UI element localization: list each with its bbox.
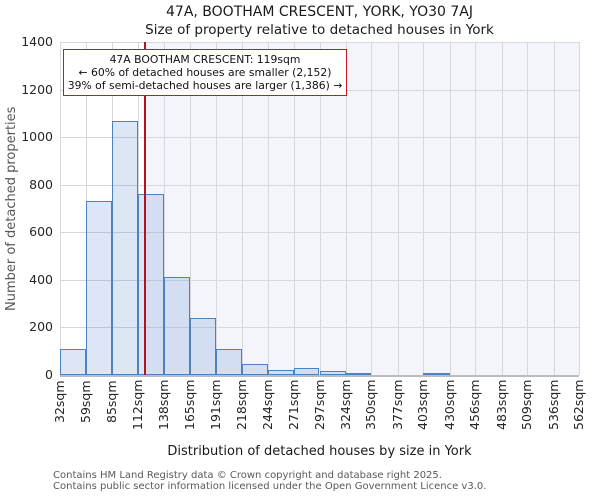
x-tick-label: 191sqm: [207, 380, 223, 431]
y-axis-label: Number of detached properties: [4, 106, 19, 311]
v-gridline: [475, 42, 477, 375]
x-tick-label: 483sqm: [493, 380, 509, 431]
x-tick-label: 32sqm: [52, 380, 67, 423]
x-axis-label: Distribution of detached houses by size …: [167, 444, 472, 459]
y-tick-label: 200: [29, 319, 53, 335]
v-gridline: [423, 42, 425, 375]
v-gridline: [294, 42, 296, 375]
x-tick-label: 377sqm: [389, 380, 405, 431]
y-tick-label: 400: [29, 271, 53, 287]
histogram-bar: [190, 317, 216, 375]
chart-subtitle: Size of property relative to detached ho…: [145, 22, 494, 38]
x-tick-label: 403sqm: [415, 380, 431, 431]
x-axis-line: [60, 375, 579, 377]
histogram-bar: [294, 367, 320, 375]
x-tick-label: 562sqm: [571, 380, 586, 431]
histogram-bar: [163, 277, 191, 375]
v-gridline: [371, 42, 373, 375]
property-annotation-box: 47A BOOTHAM CRESCENT: 119sqm ← 60% of de…: [63, 49, 347, 96]
annotation-line-3: 39% of semi-detached houses are larger (…: [67, 79, 343, 92]
histogram-bar: [242, 364, 268, 375]
x-tick-label: 244sqm: [259, 380, 275, 431]
annotation-line-1: 47A BOOTHAM CRESCENT: 119sqm: [109, 53, 301, 66]
v-gridline: [267, 42, 269, 375]
x-tick-label: 430sqm: [441, 380, 457, 431]
footer-line-1: Contains HM Land Registry data © Crown c…: [53, 470, 442, 481]
v-gridline: [527, 42, 529, 375]
chart-title: 47A, BOOTHAM CRESCENT, YORK, YO30 7AJ: [166, 4, 473, 20]
plot-area: [60, 42, 580, 376]
histogram-bar: [60, 348, 87, 375]
x-tick-label: 271sqm: [286, 380, 302, 431]
x-tick-label: 138sqm: [155, 380, 171, 431]
y-tick-label: 800: [29, 176, 53, 192]
footer-line-2: Contains public sector information licen…: [53, 481, 487, 492]
x-tick-label: 536sqm: [545, 380, 561, 431]
v-gridline: [397, 42, 399, 375]
y-tick-label: 1000: [21, 129, 53, 145]
x-tick-label: 59sqm: [78, 380, 94, 423]
histogram-bar: [319, 370, 346, 375]
v-gridline: [190, 42, 192, 375]
x-tick-label: 218sqm: [234, 380, 250, 431]
x-tick-label: 85sqm: [103, 380, 119, 423]
histogram-bar: [423, 373, 450, 375]
v-gridline: [449, 42, 451, 375]
histogram-bar: [86, 201, 112, 375]
v-gridline: [242, 42, 244, 375]
histogram-bar: [345, 373, 372, 375]
v-gridline: [163, 42, 165, 375]
v-gridline: [345, 42, 347, 375]
x-tick-label: 112sqm: [130, 380, 146, 431]
histogram-bar: [215, 348, 243, 375]
property-marker-line: [144, 42, 147, 375]
x-tick-label: 297sqm: [311, 380, 327, 431]
x-tick-label: 350sqm: [363, 380, 379, 431]
shaded-region: [145, 42, 579, 375]
x-tick-label: 324sqm: [337, 380, 353, 431]
y-tick-label: 1200: [21, 81, 53, 97]
v-gridline: [501, 42, 503, 375]
y-tick-label: 600: [29, 224, 53, 240]
y-tick-label: 0: [45, 367, 53, 382]
v-gridline: [553, 42, 555, 375]
histogram-bar: [111, 120, 139, 375]
y-tick-label: 1400: [21, 34, 53, 49]
histogram-bar: [138, 194, 164, 375]
v-gridline: [60, 42, 61, 375]
x-tick-label: 165sqm: [182, 380, 198, 431]
x-tick-label: 509sqm: [519, 380, 535, 431]
v-gridline: [319, 42, 321, 375]
histogram-bar: [267, 370, 295, 375]
x-tick-label: 456sqm: [467, 380, 483, 431]
annotation-line-2: ← 60% of detached houses are smaller (2,…: [78, 66, 332, 79]
v-gridline: [215, 42, 217, 375]
v-gridline: [579, 42, 580, 375]
